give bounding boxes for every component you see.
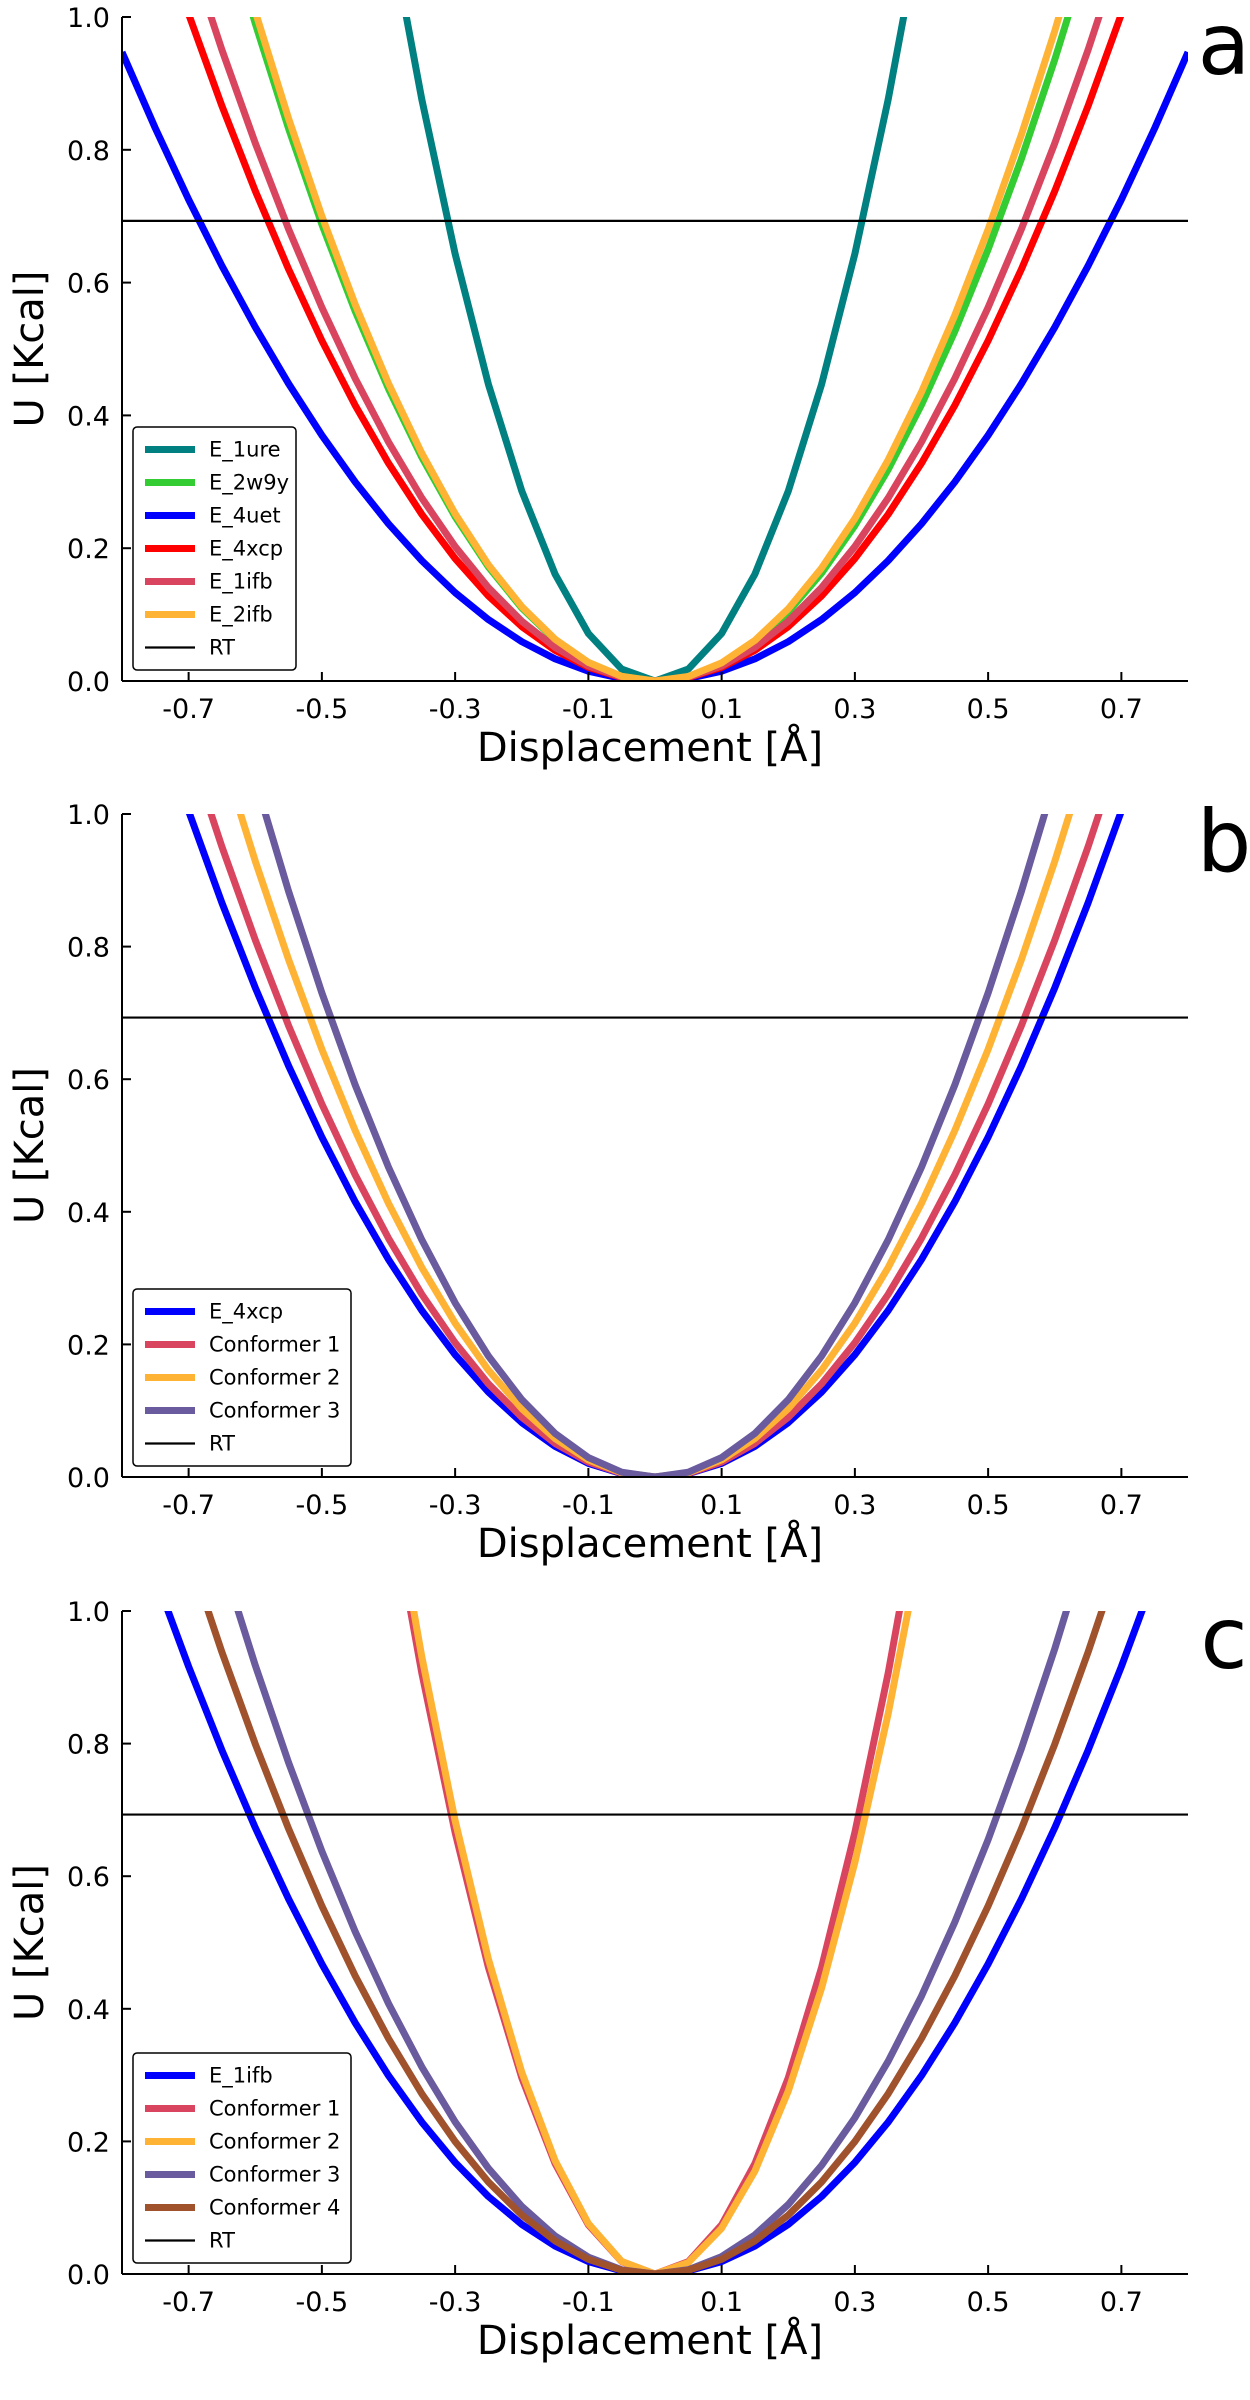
y-tick-label: 0.8 (67, 933, 110, 964)
y-tick-label: 0.6 (67, 1862, 110, 1893)
legend-label: E_4xcp (209, 1300, 283, 1325)
x-tick-label: -0.7 (162, 1490, 215, 1521)
y-tick-label: 1.0 (67, 1597, 110, 1628)
x-tick-label: -0.7 (162, 2287, 215, 2318)
panel-b: -0.7 -0.5 -0.3 -0.1 0.1 0.3 0.5 0.7 0.0 0.2 0.4 0.6… (7, 792, 1250, 1567)
legend-label: Conformer 3 (209, 2163, 340, 2187)
y-tick-label: 0.6 (67, 1065, 110, 1096)
curves (185, 814, 1125, 1477)
legend-label: RT (209, 1432, 235, 1456)
panel-a: -0.7 -0.5 -0.3 -0.1 0.1 0.3 0.5 0.7 0.0 0.2 0.4 0.6… (7, 0, 1250, 771)
x-tick-label: 0.3 (833, 1490, 876, 1521)
y-axis-label: U [Kcal] (7, 1864, 53, 2021)
x-tick-label: -0.5 (296, 694, 349, 725)
legend-label: Conformer 4 (209, 2196, 340, 2220)
x-tick-label: 0.7 (1100, 1490, 1143, 1521)
series-line-conformer-2 (410, 1611, 912, 2274)
curves (164, 1611, 1146, 2274)
series-line-conformer-3 (234, 1611, 1071, 2274)
legend: E_1ifb Conformer 1 Conformer 2 Conformer 3 C… (132, 2052, 352, 2264)
x-axis-label: Displacement [Å] (477, 1519, 823, 1567)
x-tick-label: 0.3 (833, 694, 876, 725)
y-tick-label: 0.2 (67, 2127, 110, 2158)
legend: E_4xcp Conformer 1 Conformer 2 Conformer 3 R… (132, 1288, 352, 1467)
series-line-e-1ifb (207, 17, 1103, 681)
y-tick-label: 0.0 (67, 667, 110, 698)
legend-label: Conformer 1 (209, 1333, 340, 1357)
legend-label: Conformer 2 (209, 2130, 340, 2154)
x-tick-label: 0.1 (700, 1490, 743, 1521)
x-tick-label: -0.5 (296, 2287, 349, 2318)
x-tick-label: -0.1 (562, 1490, 615, 1521)
y-tick-label: 1.0 (67, 800, 110, 831)
x-tick-label: 0.1 (700, 694, 743, 725)
y-tick-label: 1.0 (67, 3, 110, 34)
panel-c: -0.7 -0.5 -0.3 -0.1 0.1 0.3 0.5 0.7 0.0 0.2 0.4 0.6… (7, 1589, 1248, 2364)
series-line-conformer-1 (407, 1611, 903, 2274)
x-axis-label: Displacement [Å] (477, 2316, 823, 2364)
x-tick-label: -0.1 (562, 694, 615, 725)
legend-label: Conformer 2 (209, 1366, 340, 1390)
x-tick-label: 0.1 (700, 2287, 743, 2318)
series-line-conformer-2 (236, 814, 1074, 1477)
y-tick-label: 0.2 (67, 534, 110, 565)
series-line-conformer-4 (204, 1611, 1106, 2274)
legend-label: E_4xcp (209, 537, 283, 562)
legend-label: E_4uet (209, 504, 281, 529)
legend-label: E_1ifb (209, 2064, 273, 2089)
x-tick-label: 0.7 (1100, 2287, 1143, 2318)
x-tick-label: 0.7 (1100, 694, 1143, 725)
x-tick-label: 0.5 (967, 2287, 1010, 2318)
y-tick-label: 0.8 (67, 1730, 110, 1761)
legend-label: E_1ifb (209, 570, 273, 595)
y-tick-label: 0.4 (67, 1995, 110, 2026)
y-tick-label: 0.4 (67, 1198, 110, 1229)
series-line-e-4uet (122, 50, 1188, 681)
x-tick-label: -0.3 (429, 694, 482, 725)
legend-box (132, 1288, 352, 1467)
x-tick-label: 0.5 (967, 694, 1010, 725)
y-tick-label: 0.4 (67, 401, 110, 432)
x-tick-label: -0.5 (296, 1490, 349, 1521)
legend-box (132, 426, 297, 671)
y-axis-label: U [Kcal] (7, 1067, 53, 1224)
panel-letter: b (1197, 792, 1250, 892)
legend-label: E_1ure (209, 438, 281, 463)
series-line-conformer-1 (207, 814, 1103, 1477)
x-tick-label: -0.7 (162, 694, 215, 725)
legend-label: E_2w9y (209, 471, 289, 496)
series-line-e-4xcp (185, 17, 1125, 681)
panel-letter: a (1198, 0, 1250, 95)
x-tick-label: -0.3 (429, 2287, 482, 2318)
y-tick-label: 0.6 (67, 269, 110, 300)
x-tick-label: 0.5 (967, 1490, 1010, 1521)
series-line-e-2ifb (253, 17, 1063, 681)
legend-label: E_2ifb (209, 603, 273, 628)
y-tick-label: 0.0 (67, 1463, 110, 1494)
y-tick-label: 0.2 (67, 1330, 110, 1361)
y-axis-label: U [Kcal] (7, 270, 53, 427)
legend-label: RT (209, 2229, 235, 2253)
series-line-e-4xcp (185, 814, 1125, 1477)
legend-label: Conformer 1 (209, 2097, 340, 2121)
y-tick-label: 0.8 (67, 136, 110, 167)
curves (122, 17, 1188, 681)
series-line-conformer-3 (261, 814, 1049, 1477)
panel-letter: c (1200, 1589, 1247, 1689)
y-tick-label: 0.0 (67, 2260, 110, 2291)
x-tick-label: 0.3 (833, 2287, 876, 2318)
x-tick-label: -0.3 (429, 1490, 482, 1521)
x-tick-label: -0.1 (562, 2287, 615, 2318)
legend-label: Conformer 3 (209, 1399, 340, 1423)
legend: E_1ure E_2w9y E_4uet E_4xcp E_1ifb E_2ifb RT (132, 426, 297, 671)
series-line-e-1ifb (164, 1611, 1146, 2274)
x-axis-label: Displacement [Å] (477, 723, 823, 771)
legend-label: RT (209, 636, 235, 660)
